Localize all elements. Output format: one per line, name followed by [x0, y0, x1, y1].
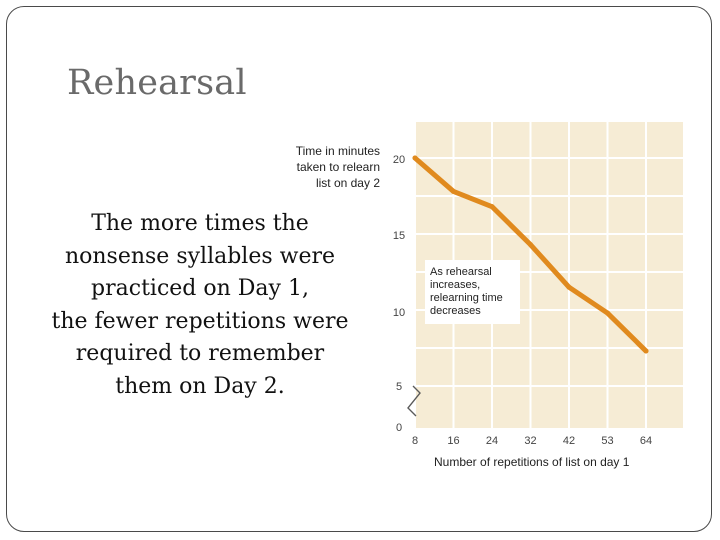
- x-tick-label: 53: [601, 435, 613, 447]
- annotation-line: decreases: [430, 305, 481, 317]
- x-tick-label: 8: [412, 435, 418, 447]
- data-point: [643, 348, 649, 354]
- body-line: required to remember: [75, 341, 325, 366]
- body-line: practiced on Day 1,: [91, 276, 309, 301]
- x-tick-label: 64: [640, 435, 652, 447]
- data-point: [605, 310, 610, 316]
- data-series: [412, 155, 649, 354]
- y-tick-label: 10: [393, 307, 405, 319]
- y-axis-label-line: Time in minutes: [296, 144, 380, 158]
- y-tick-label: 5: [396, 381, 402, 393]
- y-axis-label-line: list on day 2: [316, 176, 380, 190]
- grid-lines: [414, 122, 683, 428]
- annotation-line: relearning time: [430, 292, 503, 304]
- body-line: the fewer repetitions were: [51, 308, 349, 334]
- x-axis-label: Number of repetitions of list on day 1: [434, 455, 630, 469]
- y-tick-label: 0: [396, 422, 402, 434]
- x-tick-label: 16: [447, 435, 459, 447]
- relearning-time-chart: Time in minutes taken to relearn list on…: [296, 122, 683, 469]
- body-line: nonsense syllables were: [64, 243, 336, 269]
- data-point: [566, 284, 572, 290]
- annotation-line: increases,: [430, 279, 480, 291]
- x-tick-label: 32: [524, 435, 536, 447]
- slide-body: The more times the nonsense syllables we…: [22, 208, 378, 403]
- annotation-box: [425, 260, 520, 324]
- y-tick-label: 20: [393, 154, 405, 166]
- axis-break-mark: [407, 385, 421, 417]
- x-tick-label: 24: [486, 435, 498, 447]
- annotation-line: As rehearsal: [430, 266, 492, 278]
- data-point: [412, 155, 418, 161]
- slide-title: Rehearsal: [67, 63, 247, 103]
- data-point: [528, 242, 533, 248]
- body-line: The more times the: [91, 211, 309, 236]
- data-point: [451, 188, 456, 194]
- x-tick-label: 42: [563, 435, 575, 447]
- y-axis-label-line: taken to relearn: [297, 160, 380, 174]
- body-line: them on Day 2.: [115, 373, 285, 399]
- x-tick-labels: 8 16 24 32 42 53 64: [412, 435, 652, 447]
- y-tick-label: 15: [393, 230, 405, 242]
- data-point: [489, 204, 495, 210]
